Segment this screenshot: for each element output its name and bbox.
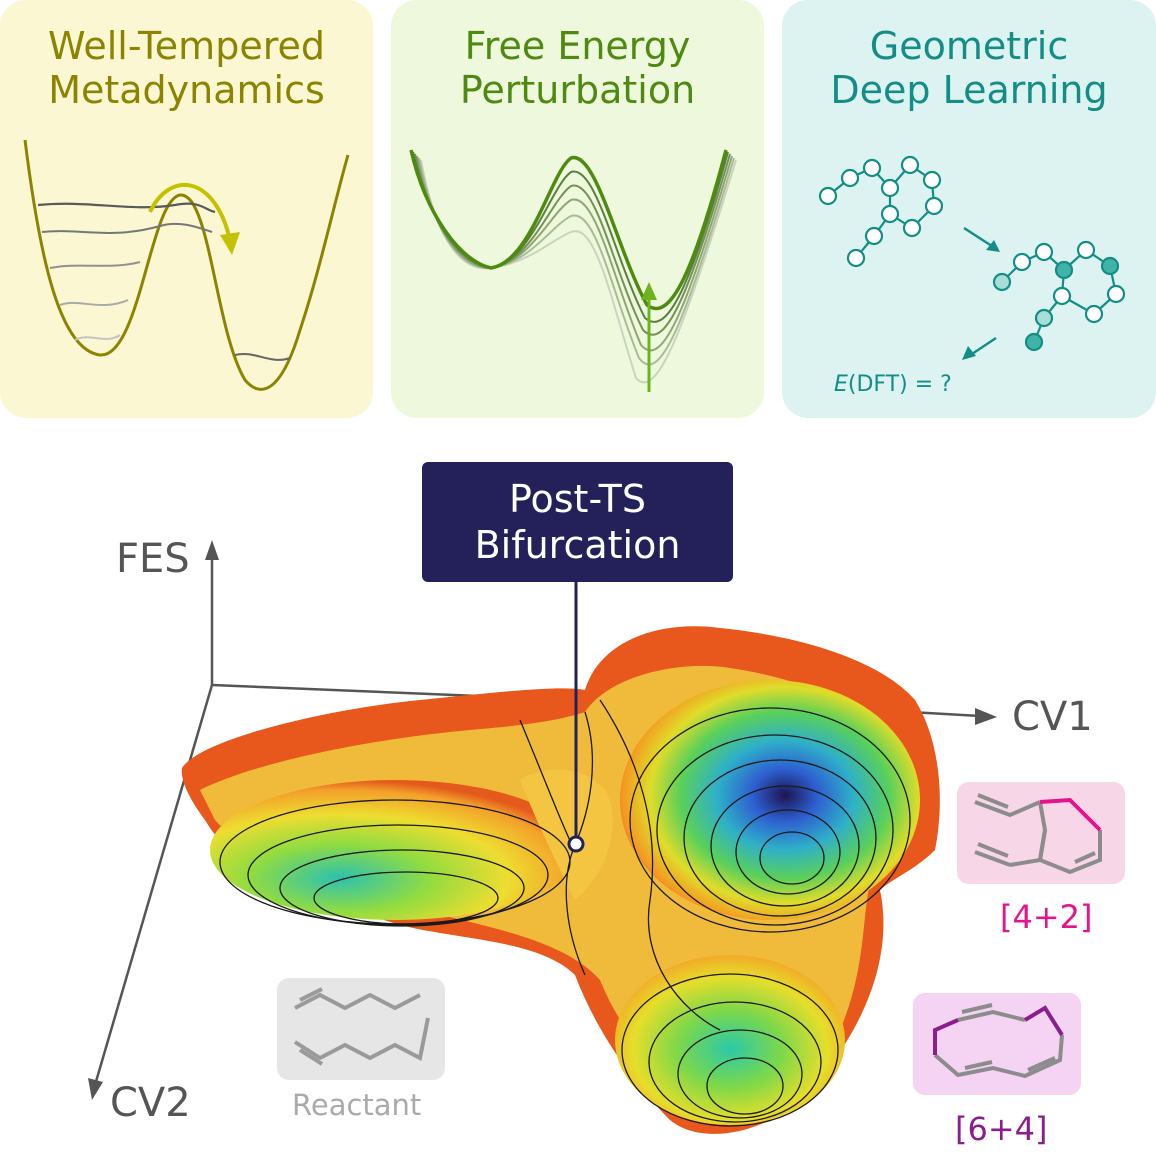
contour-lines [219,699,911,1127]
reactant-label: Reactant [292,1088,422,1122]
fes-axis-label: FES [116,536,190,582]
product-4-2-structure [974,793,1102,875]
product-6-4-structure [933,1003,1064,1079]
product-4-2-label: [4+2] [1000,898,1093,936]
post-ts-bifurcation-callout: Post-TS Bifurcation [422,462,733,582]
product-6-4-box [913,993,1081,1095]
perturbation-diagram [409,149,737,392]
panel-metadynamics: Well-Tempered Metadynamics [0,0,373,418]
product-6-4-label: [6+4] [955,1110,1048,1148]
cv2-axis-label: CV2 [110,1080,191,1126]
panel-title: Geometric Deep Learning [830,24,1108,112]
molecular-graph-diagram [818,155,1126,360]
reactant-box [277,978,445,1080]
panel-title: Free Energy Perturbation [459,24,696,112]
panel-perturbation: Free Energy Perturbation [391,0,764,418]
cv1-axis-label: CV1 [1012,694,1093,740]
energy-query-text: E(DFT) = ? [834,372,952,397]
reactant-structure [293,987,430,1066]
panel-deep-learning: Geometric Deep Learning [782,0,1156,418]
panel-title: Well-Tempered Metadynamics [47,24,325,112]
metadynamics-diagram [23,139,350,391]
